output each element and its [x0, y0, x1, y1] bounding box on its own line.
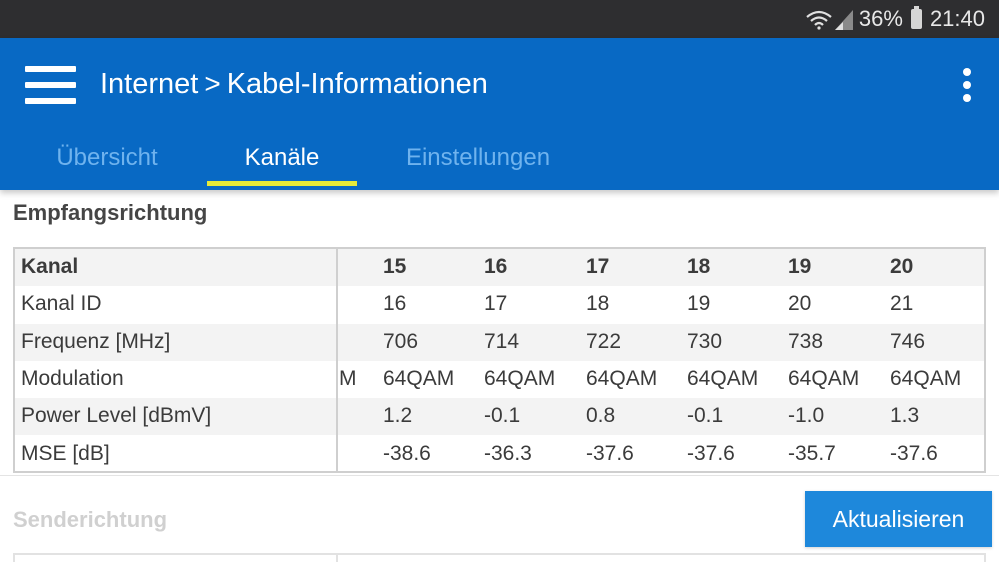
table-row-frequenz: Frequenz [MHz] 706 714 722 730 738 746: [15, 323, 984, 361]
table-cell: -38.6: [383, 441, 431, 465]
app-bar: Internet > Kabel-Informationen Übersicht…: [0, 38, 999, 190]
table-cell: 0.8: [586, 404, 616, 428]
row-label: Kanal ID: [21, 292, 102, 316]
breadcrumb: Internet > Kabel-Informationen: [100, 66, 488, 102]
refresh-button[interactable]: Aktualisieren: [805, 491, 992, 547]
status-icons: [806, 8, 853, 30]
table-cell: -36.3: [484, 441, 532, 465]
table-cell: 722: [586, 329, 622, 353]
tab-label: Kanäle: [244, 144, 320, 171]
status-bar: 36% 21:40: [0, 0, 999, 38]
table-row-modulation: Modulation M 64QAM 64QAM 64QAM 64QAM 64Q…: [15, 361, 984, 398]
table-cell: 746: [890, 329, 926, 353]
table-cell: -0.1: [687, 404, 724, 428]
table-cell: 730: [687, 329, 723, 353]
table-cell: -0.1: [484, 404, 521, 428]
wifi-icon: [806, 10, 832, 30]
row-label: Power Level [dBmV]: [21, 404, 212, 428]
page-title: Kabel-Informationen: [226, 68, 488, 100]
tab-kanaele[interactable]: Kanäle: [207, 136, 357, 190]
row-label: Modulation: [21, 366, 124, 390]
table-cell: 16: [383, 292, 407, 316]
table-cell: 20: [788, 292, 812, 316]
table-cell: 64QAM: [890, 366, 962, 390]
scrolled-partial-text: M: [339, 366, 357, 390]
table-cell: -37.6: [586, 441, 634, 465]
tab-bar: Übersicht Kanäle Einstellungen: [0, 136, 999, 190]
signal-icon: [834, 10, 853, 30]
battery-icon: [910, 6, 922, 29]
table-cell: 64QAM: [383, 366, 455, 390]
table-cell: 64QAM: [586, 366, 658, 390]
table-cell: 19: [788, 255, 812, 278]
table-cell: -35.7: [788, 441, 836, 465]
table-cell: 17: [586, 255, 610, 278]
upstream-channel-table[interactable]: [13, 553, 986, 562]
downstream-channel-table[interactable]: Kanal 15 16 17 18 19 20 Kanal ID 16 17 1…: [13, 247, 986, 473]
table-cell: 19: [687, 292, 711, 316]
table-cell: 714: [484, 329, 520, 353]
battery-percent: 36%: [858, 6, 903, 31]
table-cell: 20: [890, 255, 914, 278]
table-row-power-level: Power Level [dBmV] 1.2 -0.1 0.8 -0.1 -1.…: [15, 398, 984, 436]
table-cell: 1.2: [383, 404, 413, 428]
tab-label: Einstellungen: [405, 144, 551, 171]
clock: 21:40: [929, 6, 985, 31]
table-cell: 64QAM: [484, 366, 556, 390]
table-cell: 64QAM: [687, 366, 759, 390]
table-cell: 18: [687, 255, 711, 278]
section-title-upstream: Senderichtung: [13, 507, 168, 532]
row-label: Frequenz [MHz]: [21, 329, 171, 353]
table-cell: -37.6: [890, 441, 938, 465]
tab-uebersicht[interactable]: Übersicht: [40, 136, 174, 190]
frozen-column-divider: [336, 249, 338, 471]
table-cell: 16: [484, 255, 508, 278]
breadcrumb-parent[interactable]: Internet: [100, 68, 199, 100]
hamburger-menu-icon[interactable]: [25, 66, 76, 104]
tab-label: Übersicht: [56, 144, 158, 171]
chevron-right-icon: >: [204, 68, 221, 99]
table-cell: 64QAM: [788, 366, 860, 390]
table-row-mse: MSE [dB] -38.6 -36.3 -37.6 -37.6 -35.7 -…: [15, 436, 984, 472]
table-cell: 18: [586, 292, 610, 316]
table-cell: 1.3: [890, 404, 920, 428]
table-cell: 21: [890, 292, 914, 316]
table-row-kanal-id: Kanal ID 16 17 18 19 20 21: [15, 286, 984, 323]
table-cell: 15: [383, 255, 407, 278]
table-row-kanal: Kanal 15 16 17 18 19 20: [15, 249, 984, 287]
more-vert-icon[interactable]: [955, 68, 979, 102]
row-label: MSE [dB]: [21, 441, 110, 465]
frozen-column-divider: [336, 555, 338, 562]
table-cell: 738: [788, 329, 824, 353]
tab-einstellungen[interactable]: Einstellungen: [392, 136, 564, 190]
table-cell: -37.6: [687, 441, 735, 465]
row-label: Kanal: [21, 255, 79, 278]
active-tab-indicator: [207, 181, 357, 186]
table-cell: -1.0: [788, 404, 825, 428]
table-cell: 706: [383, 329, 419, 353]
section-title-downstream: Empfangsrichtung: [13, 200, 208, 225]
table-cell: 17: [484, 292, 508, 316]
